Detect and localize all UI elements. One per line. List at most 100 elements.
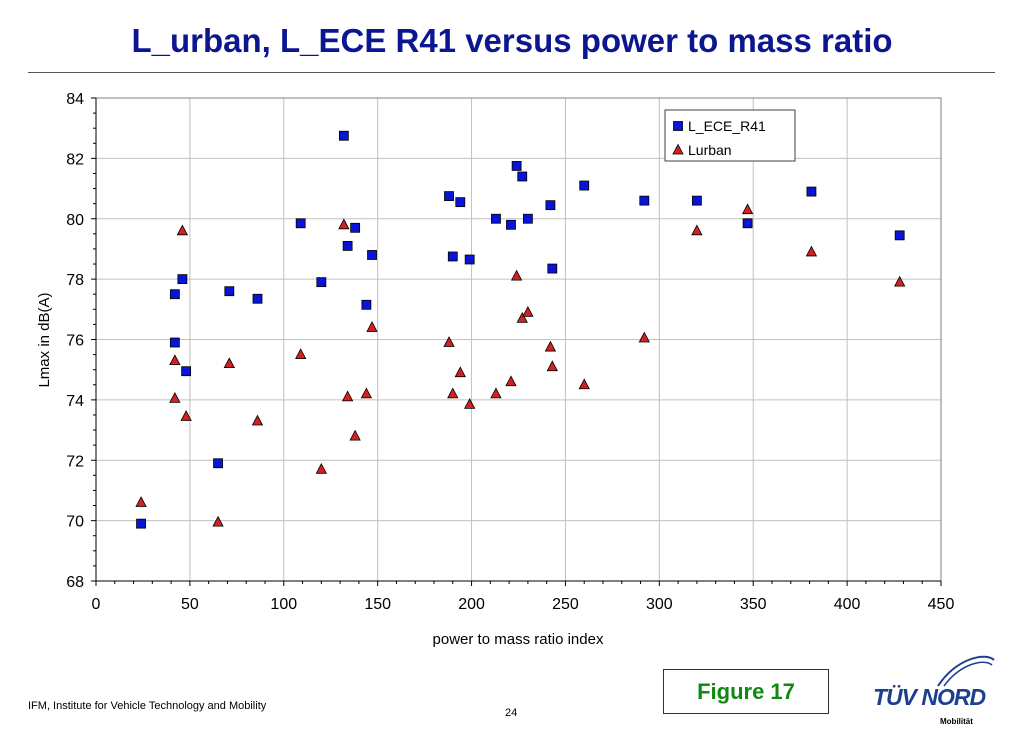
l-ece-r41-point — [447, 251, 458, 262]
lurban-point — [169, 354, 181, 366]
l-ece-r41-point — [213, 458, 223, 469]
tuv-nord-logo: TÜV NORD Mobilität — [868, 650, 998, 730]
slide-title: L_urban, L_ECE R41 versus power to mass … — [131, 22, 893, 59]
l-ece-r41-point — [295, 218, 306, 229]
y-tick-label: 74 — [66, 393, 84, 410]
l-ece-r41-point — [252, 293, 263, 304]
lurban-point — [341, 390, 354, 402]
title-divider — [28, 72, 995, 73]
legend: L_ECE_R41 Lurban — [664, 109, 796, 162]
lurban-point — [447, 387, 459, 399]
lurban-point — [505, 375, 517, 387]
l-ece-r41-point — [547, 263, 558, 274]
l-ece-r41-point — [545, 200, 556, 211]
lurban-point — [490, 387, 502, 399]
y-tick-label: 76 — [66, 333, 84, 350]
l-ece-r41-point — [517, 171, 528, 182]
lurban-point — [338, 218, 350, 230]
page-number: 24 — [505, 707, 518, 719]
l-ece-r41-point — [742, 218, 753, 229]
lurban-point — [578, 378, 590, 390]
l-ece-r41-point — [511, 161, 522, 171]
x-tick-label: 100 — [270, 596, 297, 613]
y-tick-label: 82 — [66, 151, 84, 168]
l-ece-r41-point — [181, 366, 192, 377]
lurban-point — [366, 321, 378, 332]
l-ece-r41-point — [894, 230, 905, 241]
legend-entry-label: L_ECE_R41 — [688, 118, 766, 134]
lurban-point — [638, 331, 650, 343]
l-ece-r41-point — [444, 191, 454, 202]
l-ece-r41-point — [224, 286, 235, 297]
l-ece-r41-point — [579, 180, 590, 191]
lurban-point — [454, 366, 466, 378]
lurban-point — [169, 392, 181, 403]
lurban-point — [516, 312, 528, 323]
lurban-point — [212, 515, 224, 527]
l-ece-r41-point — [338, 130, 349, 141]
lurban-point — [691, 224, 703, 236]
lurban-point — [510, 269, 523, 281]
legend-entry-label: Lurban — [688, 142, 732, 158]
l-ece-r41-point — [169, 289, 180, 300]
lurban-point — [360, 387, 373, 399]
y-tick-label: 70 — [66, 514, 84, 531]
lurban-point — [349, 429, 361, 441]
lurban-point — [180, 410, 192, 421]
x-tick-label: 300 — [646, 596, 673, 613]
x-tick-label: 250 — [552, 596, 579, 613]
l-ece-r41-point — [639, 195, 650, 206]
legend-triangle-icon — [672, 143, 684, 155]
lurban-point — [295, 348, 307, 359]
l-ece-r41-point — [316, 277, 327, 288]
y-tick-label: 68 — [66, 574, 84, 591]
figure-label: Figure 17 — [697, 678, 795, 704]
y-tick-label: 78 — [66, 272, 84, 289]
x-axis-label: power to mass ratio index — [433, 631, 604, 648]
l-ece-r41-point — [367, 250, 377, 260]
lurban-point — [546, 360, 558, 372]
l-ece-r41-point — [342, 241, 353, 251]
footer-institute: IFM, Institute for Vehicle Technology an… — [28, 700, 267, 712]
legend-square-icon — [673, 121, 683, 131]
l-ece-r41-point — [455, 197, 466, 208]
figure-label-box: Figure 17 — [663, 669, 829, 714]
l-ece-r41-point — [361, 299, 372, 310]
x-tick-label: 400 — [834, 596, 861, 613]
l-ece-r41-point — [522, 213, 533, 224]
logo-arc-icon — [937, 655, 995, 687]
logo-text: TÜV NORD — [872, 684, 986, 710]
l-ece-r41-point — [136, 518, 146, 529]
l-ece-r41-point — [464, 254, 475, 265]
x-tick-label: 450 — [928, 596, 955, 613]
l-ece-r41-point — [169, 337, 180, 348]
lurban-point — [315, 462, 327, 474]
l-ece-r41-point — [350, 222, 361, 233]
l-ece-r41-point — [177, 274, 188, 285]
x-tick-label: 50 — [181, 596, 199, 613]
y-tick-label: 84 — [66, 91, 84, 108]
y-tick-label: 72 — [66, 453, 84, 470]
lurban-point — [894, 275, 906, 287]
lurban-point — [223, 357, 235, 369]
lurban-point — [135, 496, 147, 507]
x-tick-label: 350 — [740, 596, 767, 613]
x-tick-label: 200 — [458, 596, 485, 613]
y-tick-label: 80 — [66, 212, 84, 229]
l-ece-r41-point — [506, 219, 516, 230]
lurban-point — [741, 203, 754, 215]
lurban-point — [251, 414, 264, 426]
l-ece-r41-point — [691, 195, 702, 206]
lurban-point — [805, 245, 818, 257]
y-axis-label: Lmax in dB(A) — [36, 292, 53, 387]
x-tick-label: 150 — [364, 596, 391, 613]
l-ece-r41-point — [806, 186, 817, 197]
lurban-point — [522, 305, 534, 317]
lurban-point — [464, 398, 476, 409]
l-ece-r41-point — [491, 213, 501, 224]
x-tick-label: 0 — [92, 596, 101, 613]
lurban-point — [176, 224, 189, 236]
logo-subtext: Mobilität — [940, 717, 973, 726]
lurban-point — [544, 340, 557, 352]
